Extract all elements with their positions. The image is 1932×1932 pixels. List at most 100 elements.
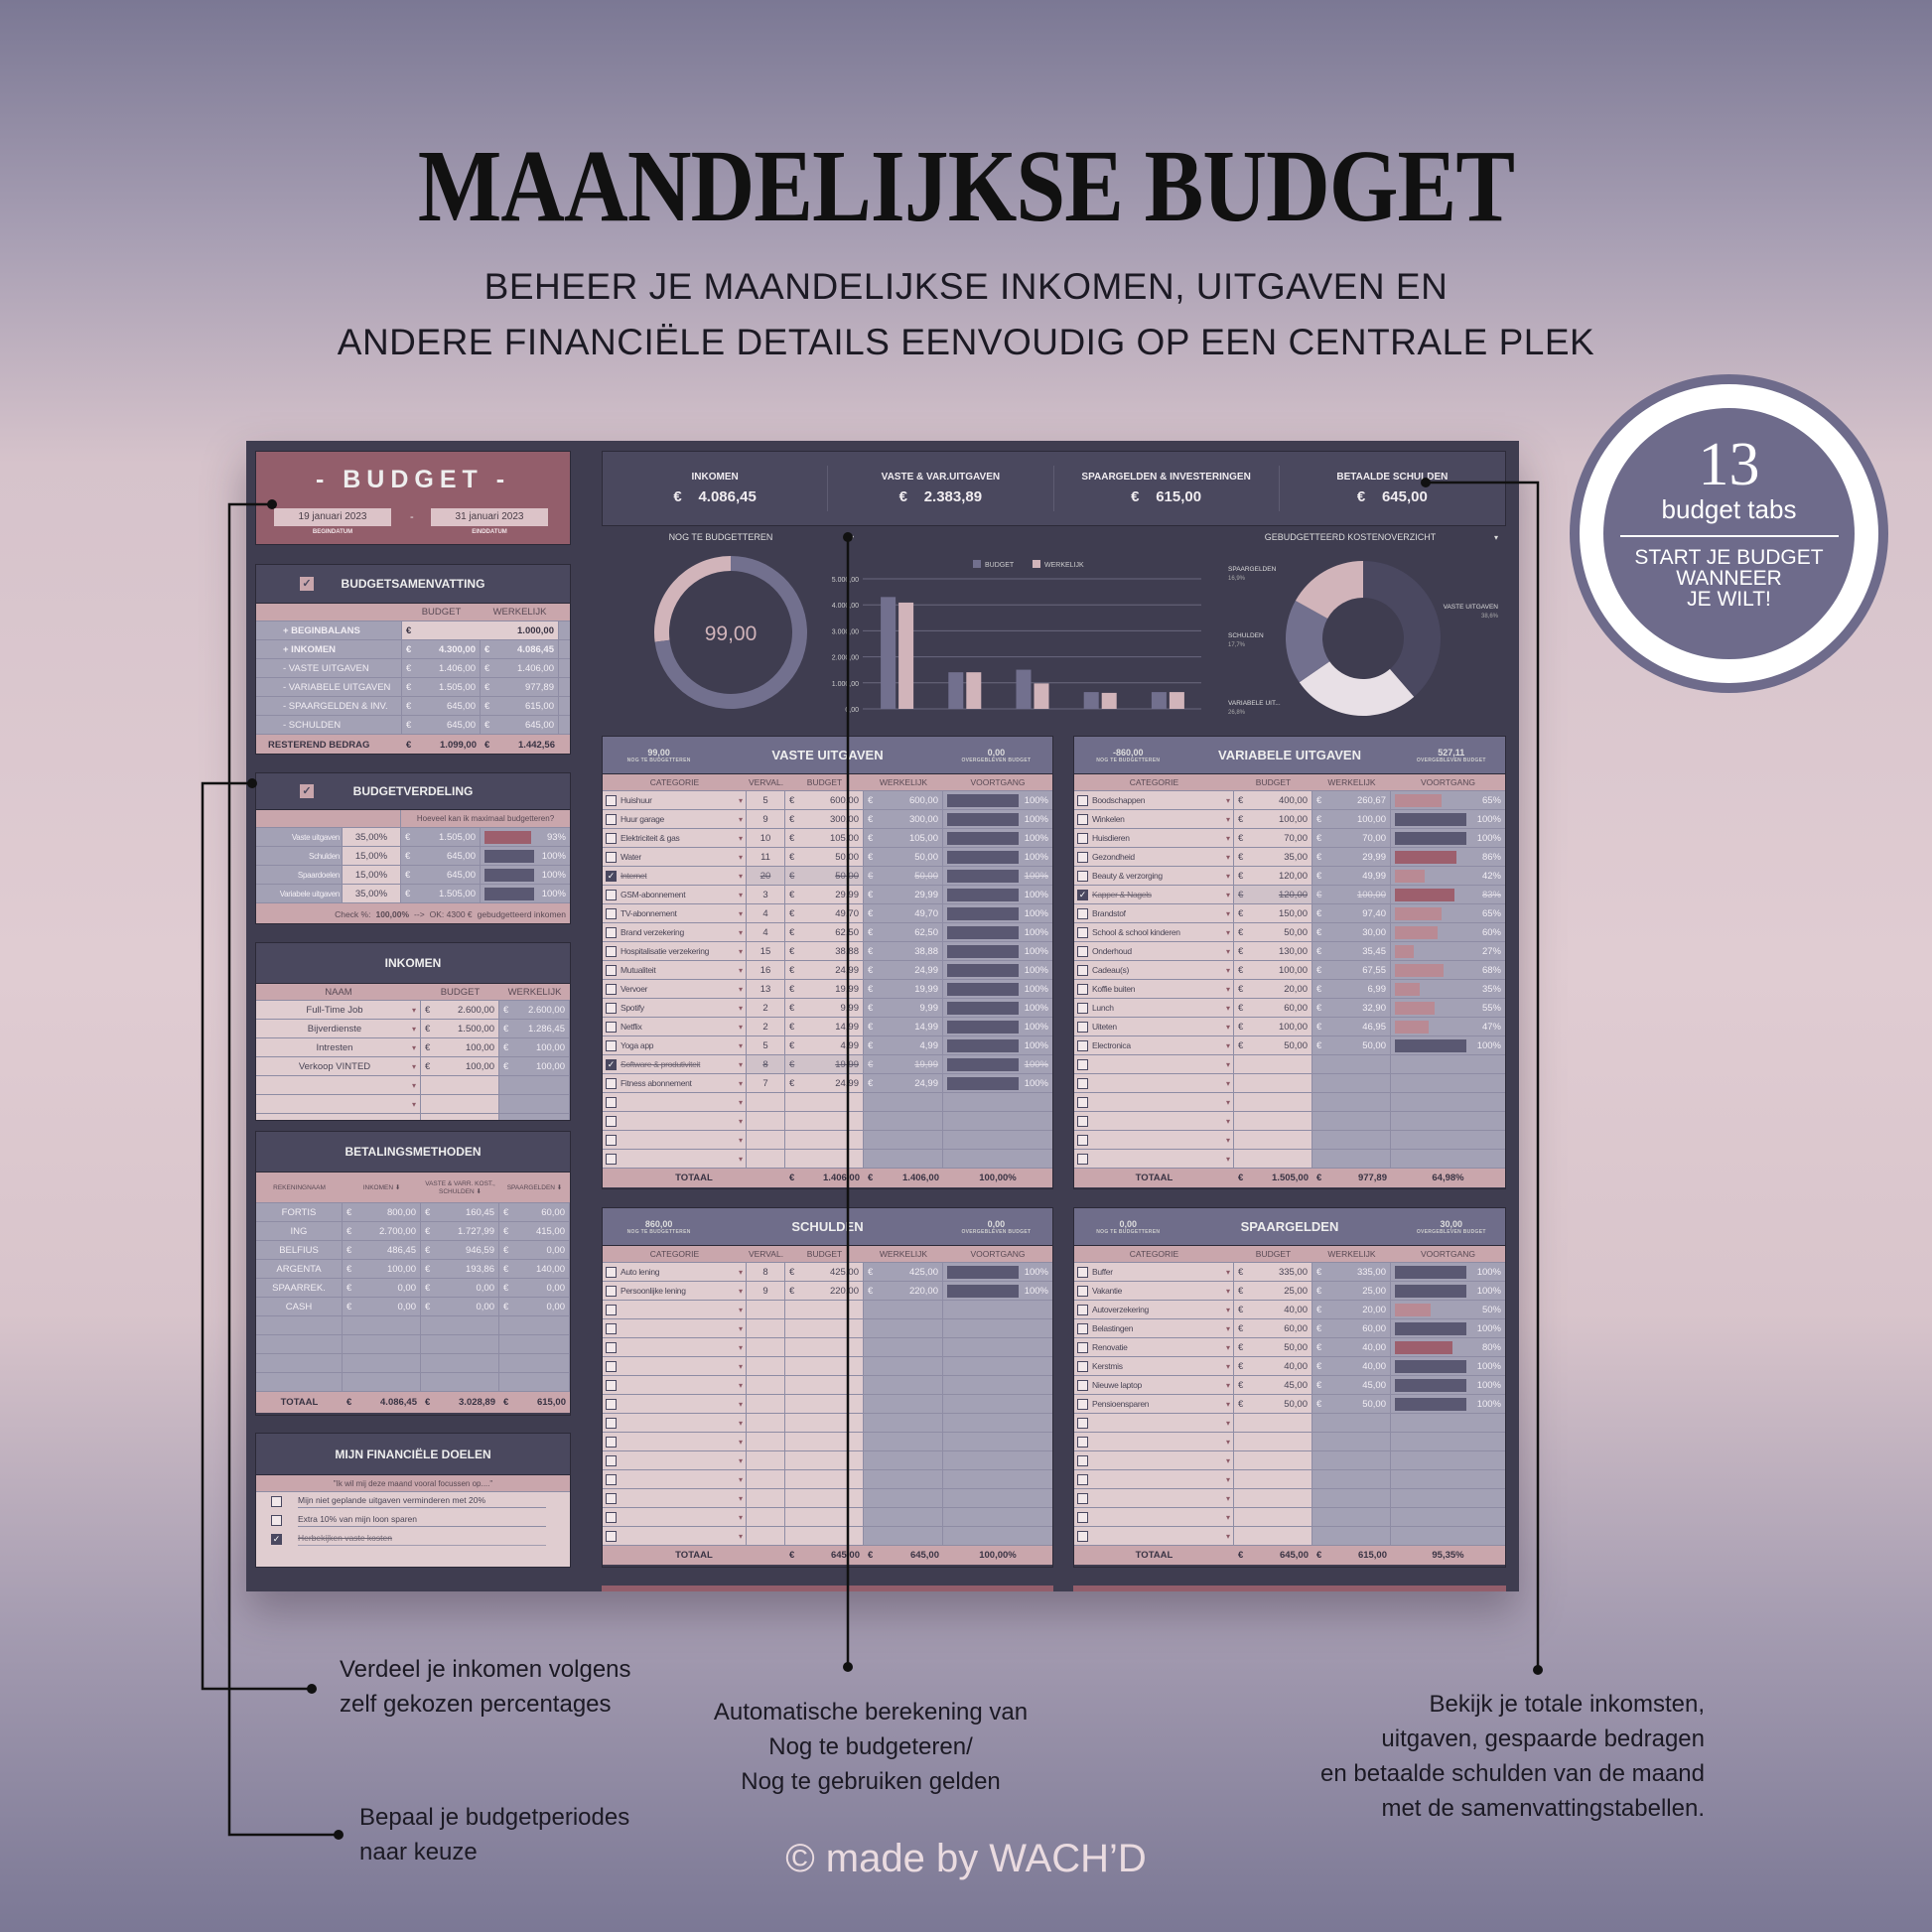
category-name[interactable]: Brand verzekering [621,927,684,937]
dropdown-arrow-icon[interactable]: ▾ [1225,1097,1230,1107]
budget-amount[interactable] [1234,1508,1312,1526]
category-name[interactable]: Elektriciteit & gas [621,833,680,843]
row-checkbox[interactable] [606,1398,617,1410]
dropdown-arrow-icon[interactable]: ▾ [738,1154,743,1164]
row-checkbox[interactable] [606,1322,617,1334]
dropdown-arrow-icon[interactable]: ▾ [1225,1267,1230,1277]
due-day[interactable]: 15 [747,942,785,960]
due-day[interactable] [747,1357,785,1375]
budget-amount[interactable] [785,1451,864,1469]
dropdown-arrow-icon[interactable]: ▾ [738,1135,743,1145]
dropdown-arrow-icon[interactable]: ▾ [738,927,743,937]
category-name[interactable]: Gezondheid [1092,852,1135,862]
due-day[interactable] [747,1319,785,1337]
row-checkbox[interactable] [1077,1454,1088,1466]
category-name[interactable]: Brandstof [1092,908,1126,918]
due-day[interactable]: 3 [747,886,785,903]
dropdown-arrow-icon[interactable]: ▾ [738,1286,743,1296]
dropdown-arrow-icon[interactable]: ▾ [1225,946,1230,956]
row-checkbox[interactable] [1077,1058,1088,1070]
row-checkbox[interactable] [606,907,617,919]
dropdown-arrow-icon[interactable]: ▾ [738,1267,743,1277]
dropdown-arrow-icon[interactable]: ▾ [411,1005,416,1015]
dropdown-arrow-icon[interactable]: ▾ [738,1078,743,1088]
budget-amount[interactable] [785,1376,864,1394]
dropdown-arrow-icon[interactable]: ▾ [738,1399,743,1409]
due-day[interactable] [747,1395,785,1413]
dropdown-arrow-icon[interactable]: ▾ [738,1493,743,1503]
row-checkbox[interactable] [606,1492,617,1504]
budget-amount[interactable] [1234,1112,1312,1130]
dropdown-arrow-icon[interactable]: ▾ [738,984,743,994]
dropdown-arrow-icon[interactable]: ▾ [411,1042,416,1052]
category-name[interactable]: Mutualiteit [621,965,656,975]
due-day[interactable] [747,1414,785,1432]
dropdown-arrow-icon[interactable]: ▾ [1225,1078,1230,1088]
row-checkbox[interactable] [606,1077,617,1089]
row-checkbox[interactable] [1077,1096,1088,1108]
category-name[interactable]: Persoonlijke lening [621,1286,686,1296]
category-name[interactable]: Uiteten [1092,1022,1117,1032]
income-name-cell[interactable]: ▾ [256,1114,421,1120]
row-checkbox[interactable] [1077,1436,1088,1448]
row-checkbox[interactable] [1077,1511,1088,1523]
row-checkbox[interactable] [606,1285,617,1297]
budget-amount[interactable] [1234,1074,1312,1092]
budget-amount[interactable] [1234,1489,1312,1507]
dropdown-arrow-icon[interactable]: ▾ [1225,1455,1230,1465]
row-checkbox[interactable] [1077,1322,1088,1334]
budget-amount[interactable] [785,1357,864,1375]
row-checkbox[interactable] [1077,832,1088,844]
dropdown-arrow-icon[interactable]: ▾ [1225,1022,1230,1032]
dropdown-arrow-icon[interactable]: ▾ [738,908,743,918]
row-checkbox[interactable] [1077,1002,1088,1014]
dropdown-arrow-icon[interactable]: ▾ [1225,1342,1230,1352]
due-day[interactable] [747,1508,785,1526]
due-day[interactable] [747,1093,785,1111]
dropdown-arrow-icon[interactable]: ▾ [738,1097,743,1107]
category-name[interactable]: Huishuur [621,795,652,805]
dropdown-arrow-icon[interactable]: ▾ [1225,1361,1230,1371]
budget-amount[interactable] [785,1395,864,1413]
category-name[interactable]: Spotify [621,1003,644,1013]
dropdown-arrow-icon[interactable]: ▾ [738,1059,743,1069]
row-checkbox[interactable]: ✓ [606,870,617,882]
row-checkbox[interactable] [606,1096,617,1108]
dropdown-arrow-icon[interactable]: ▾ [1225,1531,1230,1541]
dropdown-arrow-icon[interactable]: ▾ [1225,1380,1230,1390]
category-name[interactable]: Pensioensparen [1092,1399,1150,1409]
dropdown-arrow-icon[interactable]: ▾ [1225,814,1230,824]
due-day[interactable] [747,1376,785,1394]
dropdown-arrow-icon[interactable]: ▾ [1225,1059,1230,1069]
row-checkbox[interactable] [1077,1153,1088,1165]
dropdown-arrow-icon[interactable]: ▾ [1225,1135,1230,1145]
beginbalance-input[interactable]: €1.000,00 [402,621,559,639]
budget-amount[interactable] [785,1319,864,1337]
dropdown-arrow-icon[interactable]: ▾ [850,533,854,542]
budget-amount[interactable] [1234,1414,1312,1432]
row-checkbox[interactable] [606,1134,617,1146]
due-day[interactable]: 11 [747,848,785,866]
budget-amount[interactable] [1234,1055,1312,1073]
category-name[interactable]: Belastingen [1092,1323,1134,1333]
row-checkbox[interactable] [1077,907,1088,919]
category-name[interactable]: Yoga app [621,1040,654,1050]
row-checkbox[interactable] [1077,1360,1088,1372]
category-name[interactable]: Kerstmis [1092,1361,1123,1371]
due-day[interactable]: 7 [747,1074,785,1092]
dropdown-arrow-icon[interactable]: ▾ [1225,795,1230,805]
budget-amount[interactable] [1234,1131,1312,1149]
row-checkbox[interactable] [606,1153,617,1165]
row-checkbox[interactable] [1077,1115,1088,1127]
end-date-field[interactable]: 31 januari 2023 [431,508,548,526]
row-checkbox[interactable] [606,926,617,938]
row-checkbox[interactable] [606,1436,617,1448]
row-checkbox[interactable] [1077,870,1088,882]
dropdown-arrow-icon[interactable]: ▾ [1225,1003,1230,1013]
due-day[interactable]: 8 [747,1263,785,1281]
dropdown-arrow-icon[interactable]: ▾ [1225,1116,1230,1126]
row-checkbox[interactable] [606,964,617,976]
dropdown-arrow-icon[interactable]: ▾ [1225,1437,1230,1447]
due-day[interactable] [747,1131,785,1149]
row-checkbox[interactable] [1077,983,1088,995]
